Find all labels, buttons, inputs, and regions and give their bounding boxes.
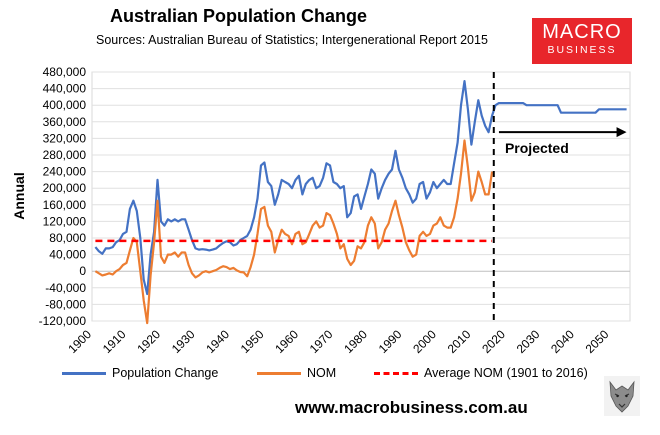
legend-swatch-average-nom <box>374 371 418 375</box>
x-tick-label: 1990 <box>376 327 405 356</box>
y-tick-label: 400,000 <box>43 98 87 112</box>
y-tick-label: 360,000 <box>43 115 87 129</box>
legend-item-average-nom: Average NOM (1901 to 2016) <box>374 366 588 380</box>
x-tick-label: 2010 <box>445 327 474 356</box>
x-tick-label: 1950 <box>238 327 267 356</box>
y-tick-label: 80,000 <box>49 231 86 245</box>
legend-label-nom: NOM <box>307 366 337 380</box>
legend-swatch-population-change <box>62 371 106 375</box>
y-tick-label: -120,000 <box>39 314 87 328</box>
x-tick-label: 2050 <box>583 327 612 356</box>
y-tick-label: 200,000 <box>43 181 87 195</box>
y-axis-label: Annual <box>11 172 27 219</box>
x-tick-label: 1940 <box>203 327 232 356</box>
x-tick-label: 1920 <box>134 327 163 356</box>
macrobusiness-logo[interactable]: MACRO BUSINESS <box>532 18 632 64</box>
population-chart: 480,000 440,000 400,000 360,000 320,000 280,0… <box>11 65 631 356</box>
chart-title: Australian Population Change <box>110 6 368 26</box>
x-tick-label: 2000 <box>410 327 439 356</box>
logo-line1: MACRO <box>542 21 622 43</box>
y-tick-label: 120,000 <box>43 214 87 228</box>
x-tick-label: 1970 <box>307 327 336 356</box>
y-tick-label: 0 <box>79 264 86 278</box>
legend-label-population-change: Population Change <box>112 366 219 380</box>
y-tick-label: 40,000 <box>49 248 86 262</box>
y-tick-label: 240,000 <box>43 165 87 179</box>
website-url[interactable]: www.macrobusiness.com.au <box>295 398 528 417</box>
x-tick-label: 1960 <box>272 327 301 356</box>
x-tick-label: 1930 <box>169 327 198 356</box>
y-tick-label: 280,000 <box>43 148 87 162</box>
wolf-logo-icon <box>604 376 640 416</box>
y-tick-label: 480,000 <box>43 65 87 79</box>
legend-swatch-nom <box>257 371 301 375</box>
chart-sources: Sources: Australian Bureau of Statistics… <box>96 33 488 47</box>
y-tick-label: 440,000 <box>43 82 87 96</box>
projected-label: Projected <box>505 140 569 156</box>
legend-item-nom: NOM <box>257 366 336 380</box>
x-tick-label: 2030 <box>514 327 543 356</box>
x-tick-label: 2040 <box>548 327 577 356</box>
plot-area <box>91 71 631 322</box>
logo-line2: BUSINESS <box>547 44 617 56</box>
y-tick-label: 160,000 <box>43 198 87 212</box>
y-tick-label: 320,000 <box>43 131 87 145</box>
y-tick-label: -80,000 <box>45 297 86 311</box>
legend-label-average-nom: Average NOM (1901 to 2016) <box>424 366 588 380</box>
x-tick-label: 1900 <box>65 327 94 356</box>
nom-line <box>94 139 494 325</box>
y-tick-label: -40,000 <box>45 281 86 295</box>
x-tick-label: 1910 <box>100 327 129 356</box>
population-change-line <box>94 80 627 296</box>
x-tick-label: 1980 <box>341 327 370 356</box>
legend-item-population-change: Population Change <box>62 366 218 380</box>
projection-arrow-head <box>616 127 627 138</box>
x-tick-label: 2020 <box>479 327 508 356</box>
